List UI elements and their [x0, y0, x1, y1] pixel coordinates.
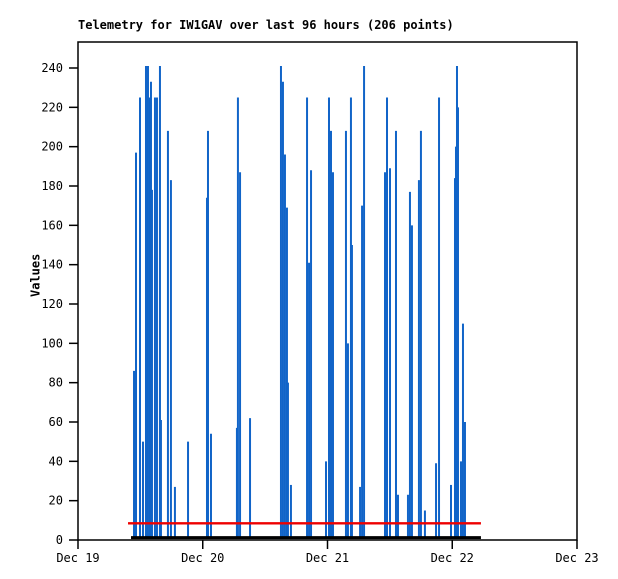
y-tick-label: 60: [49, 415, 63, 429]
y-tick-label: 180: [41, 179, 63, 193]
y-tick-label: 220: [41, 100, 63, 114]
x-tick-label: Dec 19: [56, 551, 99, 565]
y-tick-label: 20: [49, 494, 63, 508]
x-tick-label: Dec 20: [181, 551, 224, 565]
y-tick-label: 40: [49, 454, 63, 468]
y-tick-label: 0: [56, 533, 63, 547]
y-tick-label: 140: [41, 258, 63, 272]
y-tick-label: 80: [49, 376, 63, 390]
x-tick-label: Dec 22: [431, 551, 474, 565]
y-tick-label: 200: [41, 140, 63, 154]
y-tick-label: 100: [41, 336, 63, 350]
chart-title: Telemetry for IW1GAV over last 96 hours …: [78, 18, 454, 32]
y-tick-label: 120: [41, 297, 63, 311]
y-tick-label: 240: [41, 61, 63, 75]
x-tick-label: Dec 21: [306, 551, 349, 565]
x-tick-label: Dec 23: [555, 551, 598, 565]
y-tick-label: 160: [41, 218, 63, 232]
